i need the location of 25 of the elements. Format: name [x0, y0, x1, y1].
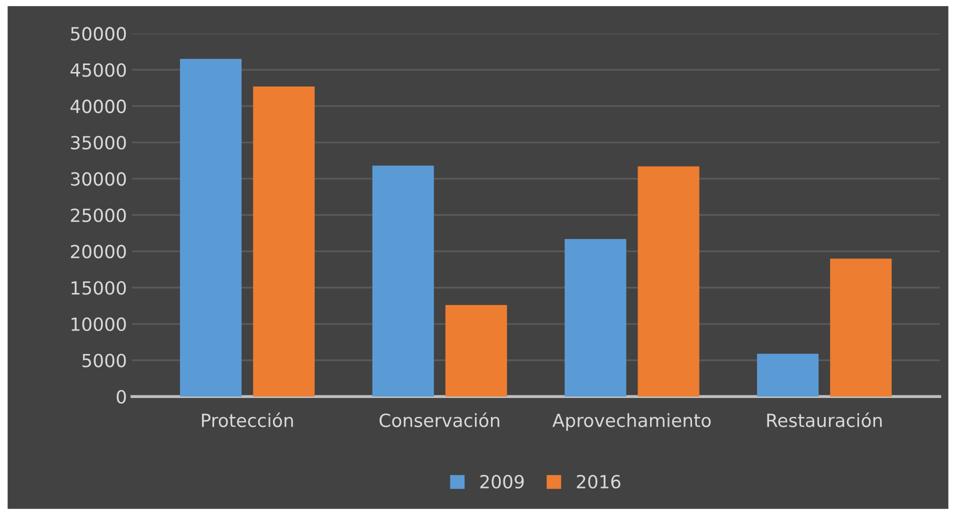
y-tick-label: 20000 — [70, 244, 126, 258]
bar — [445, 305, 507, 397]
y-tick-label: 45000 — [70, 63, 126, 77]
y-tick-label: 50000 — [71, 26, 126, 41]
x-tick-label: Aprovechamiento — [552, 413, 711, 431]
bar — [830, 258, 892, 397]
bar — [180, 58, 242, 397]
x-tick-label: Conservación — [380, 412, 500, 428]
y-tick-label: 25000 — [70, 208, 126, 222]
y-tick-label: 30000 — [71, 172, 126, 186]
x-tick-label: Protección — [202, 412, 293, 428]
y-tick-label: 40000 — [70, 100, 126, 114]
y-tick-label: 10000 — [72, 317, 126, 332]
bar — [253, 86, 315, 397]
bar — [757, 354, 819, 397]
bar — [372, 166, 434, 397]
y-tick-label: 35000 — [71, 136, 126, 150]
y-tick-label: 15000 — [72, 281, 126, 295]
bar — [564, 238, 626, 397]
legend-label: 2016 — [576, 474, 620, 488]
legend-label: 2009 — [480, 474, 524, 488]
x-tick-label: Restauración — [767, 412, 882, 428]
y-tick-label: 0 — [116, 390, 126, 404]
y-tick-label: 5000 — [82, 354, 126, 368]
bar — [638, 166, 700, 397]
